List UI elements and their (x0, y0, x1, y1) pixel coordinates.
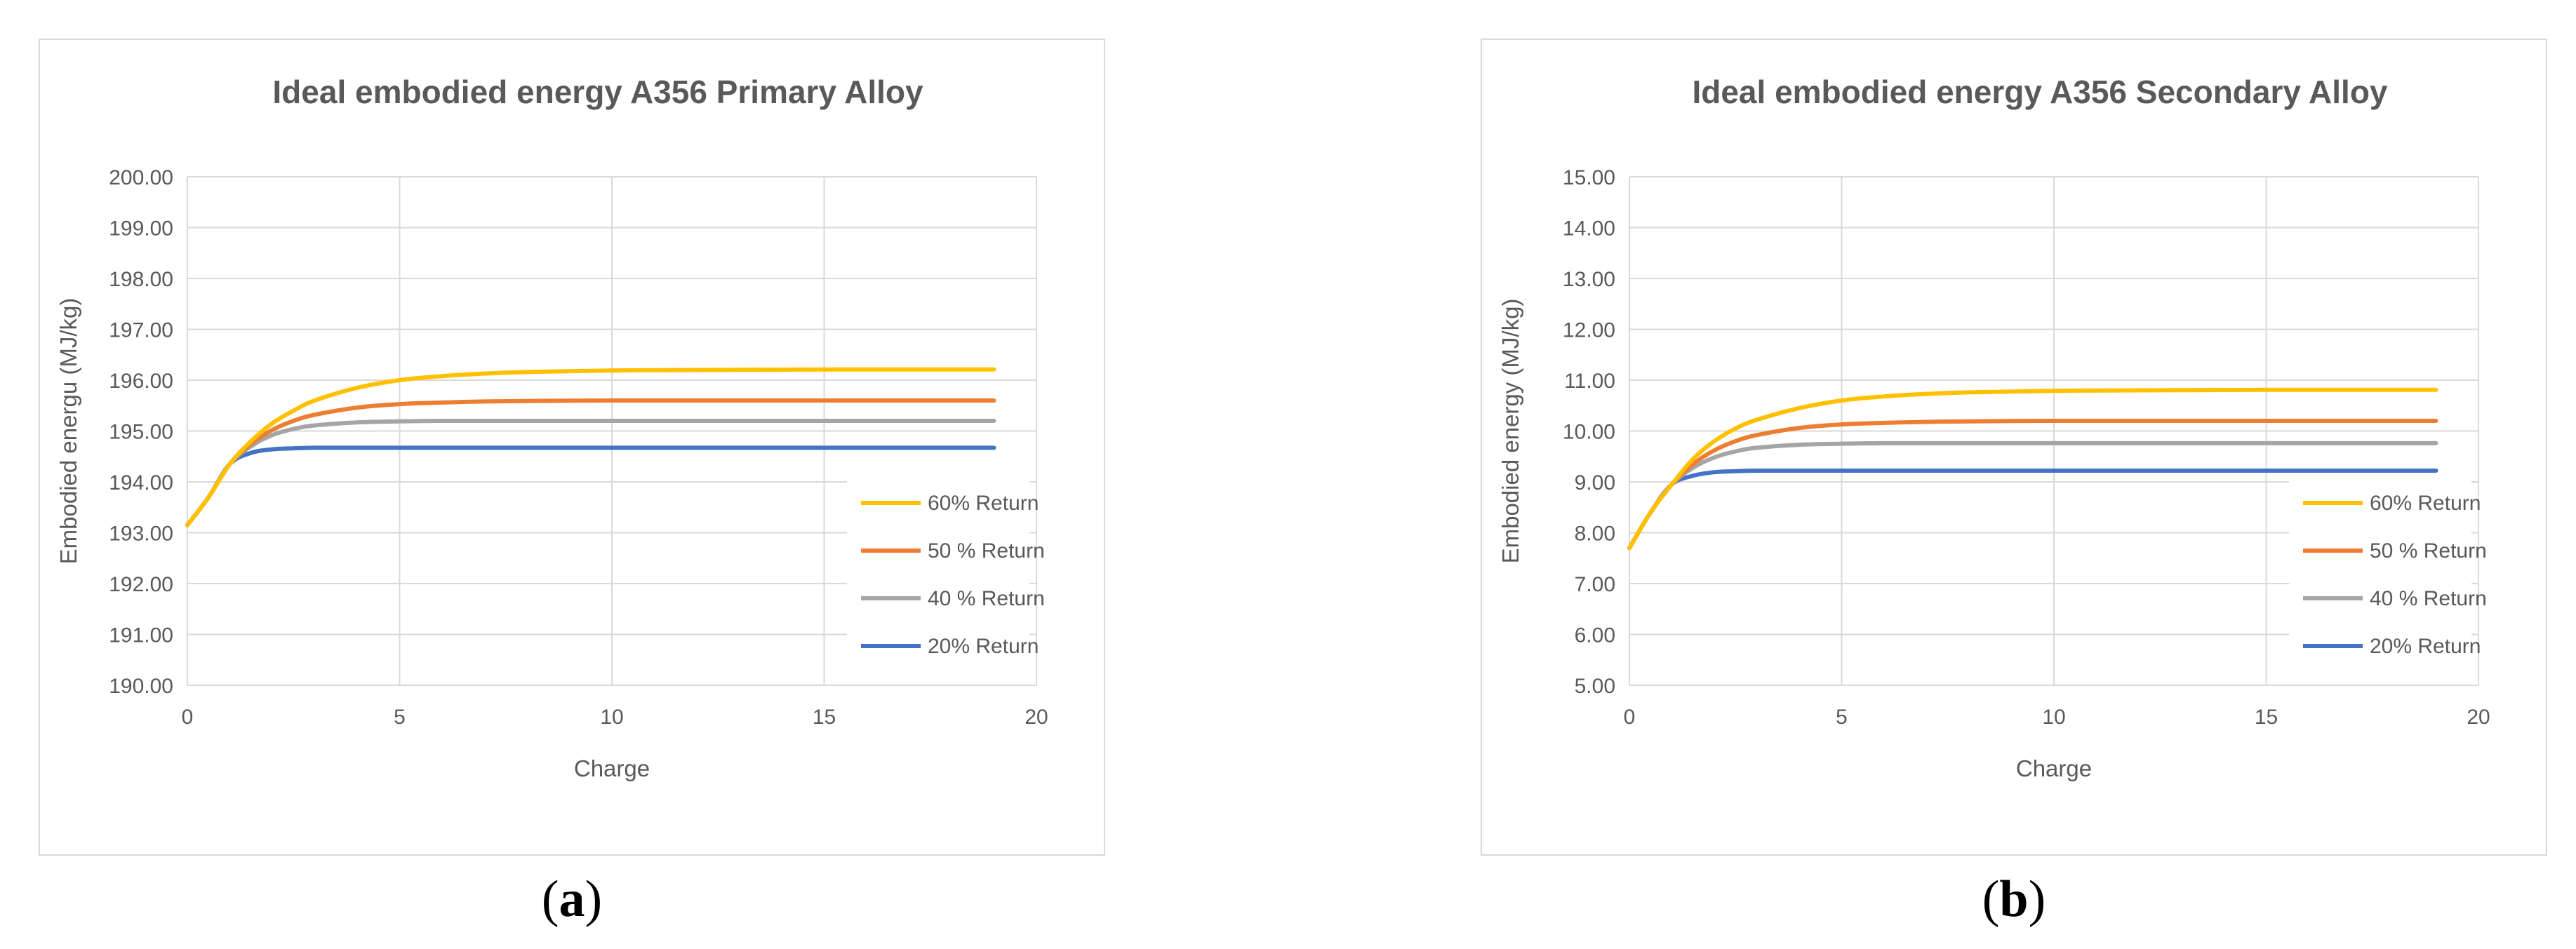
chart-b-x-tick-label: 0 (1624, 706, 1636, 729)
chart-a-y-tick-label: 193.00 (109, 523, 173, 546)
chart-b-y-tick-label: 7.00 (1575, 573, 1615, 596)
chart-panel-b: Ideal embodied energy A356 Secondary All… (1481, 39, 2547, 856)
chart-b-y-axis-label: Embodied energy (MJ/kg) (1497, 299, 1523, 564)
chart-a-x-tick-label: 0 (182, 706, 194, 729)
chart-a-legend-label: 20% Return (928, 635, 1039, 658)
chart-b-legend-label: 50 % Return (2370, 539, 2487, 563)
chart-b-y-tick-label: 6.00 (1575, 624, 1615, 647)
chart-b-y-tick-label: 8.00 (1575, 523, 1615, 546)
chart-b-y-tick-label: 15.00 (1563, 166, 1615, 189)
chart-a-x-tick-label: 15 (813, 706, 836, 729)
chart-b-x-tick-label: 10 (2042, 706, 2065, 729)
chart-a-legend-label: 50 % Return (928, 539, 1045, 563)
chart-a-y-tick-label: 194.00 (109, 471, 173, 494)
chart-b-legend-label: 40 % Return (2370, 587, 2487, 610)
chart-a-legend-background (847, 475, 1029, 673)
chart-a-y-tick-label: 191.00 (109, 624, 173, 647)
chart-a-series-line-20-return (185, 445, 996, 527)
caption-b-letter: b (1999, 870, 2029, 928)
chart-b-y-tick-label: 5.00 (1575, 675, 1615, 698)
chart-b-y-tick-label: 13.00 (1563, 268, 1615, 291)
chart-b-y-tick-label: 11.00 (1564, 370, 1615, 393)
chart-b-legend-label: 20% Return (2370, 635, 2481, 658)
chart-a-y-tick-label: 199.00 (109, 217, 173, 241)
chart-b-x-tick-label: 20 (2467, 706, 2490, 729)
caption-a: (a) (541, 870, 603, 928)
chart-b-legend-label: 60% Return (2370, 492, 2481, 515)
chart-b-series-line-60-return (1627, 387, 2438, 551)
chart-a-y-tick-label: 190.00 (109, 675, 173, 698)
chart-a-y-tick-label: 197.00 (109, 319, 173, 342)
chart-b-y-tick-label: 9.00 (1575, 471, 1615, 494)
chart-a-x-tick-label: 5 (394, 706, 406, 729)
chart-a-x-tick-label: 20 (1025, 706, 1048, 729)
chart-a-y-tick-label: 198.00 (109, 268, 173, 291)
chart-a-title: Ideal embodied energy A356 Primary Alloy (272, 74, 923, 110)
chart-a-series-line-60-return (185, 367, 996, 527)
chart-a-y-tick-label: 192.00 (109, 573, 173, 596)
chart-a-legend-label: 40 % Return (928, 587, 1045, 610)
chart-a: Ideal embodied energy A356 Primary Alloy… (55, 74, 1048, 781)
chart-a-y-tick-label: 200.00 (109, 166, 173, 189)
chart-a-y-tick-label: 195.00 (109, 421, 173, 444)
chart-b: Ideal embodied energy A356 Secondary All… (1497, 74, 2490, 781)
caption-b: (b) (1982, 870, 2046, 928)
chart-b-x-axis-label: Charge (2016, 755, 2092, 781)
caption-a-letter: a (559, 870, 585, 928)
chart-b-y-tick-label: 12.00 (1563, 319, 1615, 342)
chart-a-legend-label: 60% Return (928, 492, 1039, 515)
chart-a-y-axis-label: Embodied energu (MJ/kg) (55, 298, 81, 565)
chart-b-x-tick-label: 5 (1836, 706, 1848, 729)
chart-b-series-line-20-return (1627, 468, 2438, 551)
chart-b-x-tick-label: 15 (2255, 706, 2278, 729)
chart-b-series-line-40-return (1627, 440, 2438, 551)
chart-a-x-axis-label: Charge (574, 755, 650, 781)
chart-b-y-tick-label: 14.00 (1563, 217, 1615, 241)
chart-b-y-tick-label: 10.00 (1563, 421, 1615, 444)
chart-a-y-tick-label: 196.00 (109, 370, 173, 393)
chart-b-legend-background (2289, 475, 2471, 673)
chart-a-x-tick-label: 10 (600, 706, 623, 729)
chart-b-title: Ideal embodied energy A356 Secondary All… (1692, 74, 2387, 110)
chart-panel-a: Ideal embodied energy A356 Primary Alloy… (39, 39, 1105, 856)
chart-b-series-line-50-return (1627, 418, 2438, 551)
